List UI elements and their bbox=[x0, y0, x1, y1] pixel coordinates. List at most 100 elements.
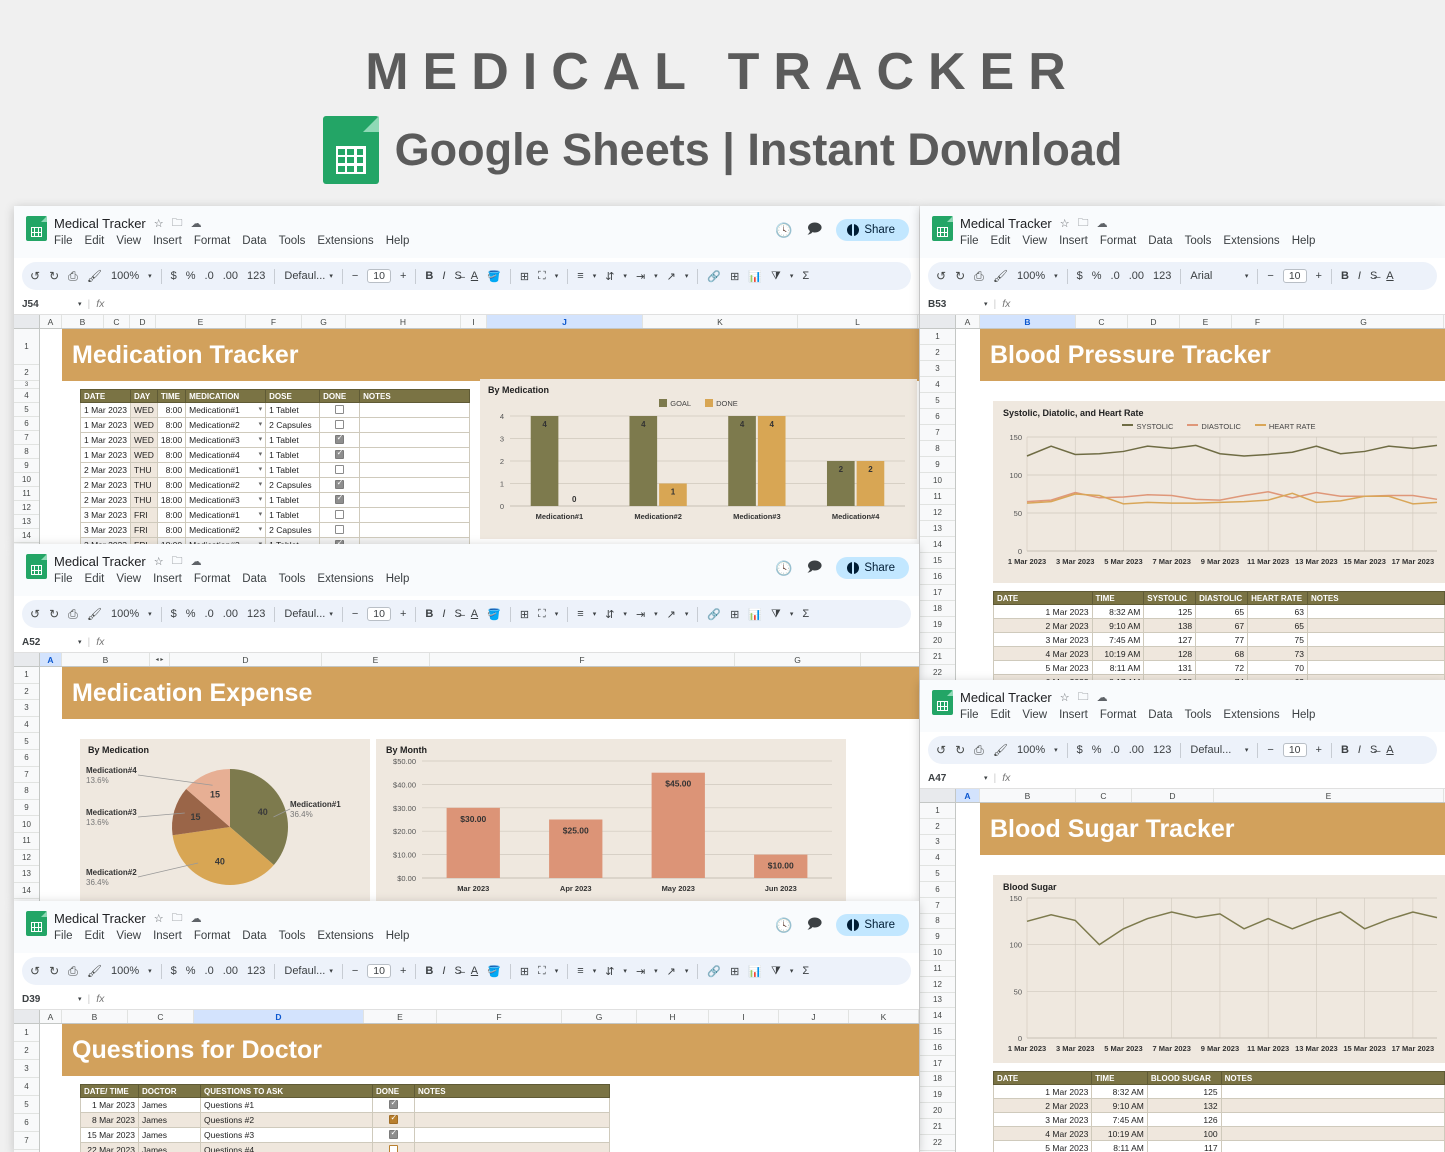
select-all-corner[interactable] bbox=[14, 315, 40, 328]
menu-format[interactable]: Format bbox=[193, 573, 231, 585]
zoom-level[interactable]: 100% bbox=[1016, 270, 1046, 282]
percent-format-button[interactable]: % bbox=[1091, 270, 1102, 282]
row-12[interactable]: 12 bbox=[920, 977, 955, 993]
col-B[interactable]: B bbox=[980, 315, 1076, 328]
col-F[interactable]: F bbox=[1232, 315, 1284, 328]
menu-view[interactable]: View bbox=[116, 930, 142, 942]
row-8[interactable]: 8 bbox=[920, 441, 955, 457]
select-all-corner[interactable] bbox=[14, 1010, 40, 1023]
version-history-icon[interactable]: 🕓 bbox=[775, 559, 793, 576]
table-row[interactable]: 4 Mar 2023 10:19 AM 100 bbox=[992, 1126, 1445, 1141]
col-E[interactable]: E bbox=[1180, 315, 1232, 328]
col-E[interactable]: E bbox=[322, 653, 430, 666]
menu-tools[interactable]: Tools bbox=[278, 235, 306, 247]
table-row[interactable]: 1 Mar 2023 WED 8:00 Medication#2 ▾ 2 Capsules bbox=[80, 417, 471, 433]
menu-view[interactable]: View bbox=[116, 235, 142, 247]
redo-icon[interactable]: ↻ bbox=[49, 269, 60, 283]
row-4[interactable]: 4 bbox=[14, 717, 39, 734]
font-size-input[interactable]: 10 bbox=[367, 607, 391, 621]
menu-format[interactable]: Format bbox=[1099, 235, 1137, 247]
increase-font-size-button[interactable]: + bbox=[399, 608, 407, 620]
chevron-down-icon[interactable]: ▾ bbox=[258, 526, 263, 533]
star-icon[interactable]: ☆ bbox=[1059, 217, 1070, 230]
font-size-input[interactable]: 10 bbox=[367, 964, 391, 978]
increase-font-size-button[interactable]: + bbox=[399, 965, 407, 977]
insert-comment-icon[interactable]: ⊞ bbox=[730, 270, 740, 283]
medication-dropdown-cell[interactable]: Medication#1 ▾ bbox=[185, 507, 267, 523]
menu-help[interactable]: Help bbox=[385, 930, 410, 942]
toolbar[interactable]: ↺ ↻ ⎙ 🖌 100% ▾ $ % .0 .00 123 Defaul... ▾ … bbox=[928, 736, 1437, 764]
menu-format[interactable]: Format bbox=[193, 930, 231, 942]
row-21[interactable]: 21 bbox=[920, 1119, 955, 1135]
row-17[interactable]: 17 bbox=[920, 585, 955, 601]
font-size-input[interactable]: 10 bbox=[367, 269, 391, 283]
filter-icon[interactable]: ⧩ bbox=[771, 607, 781, 620]
print-icon[interactable]: ⎙ bbox=[68, 268, 78, 283]
row-7[interactable]: 7 bbox=[920, 425, 955, 441]
menu-edit[interactable]: Edit bbox=[990, 235, 1011, 247]
menu-file[interactable]: File bbox=[960, 235, 979, 247]
medication-dropdown-cell[interactable]: Medication#3▾ bbox=[185, 432, 267, 448]
done-checkbox-cell[interactable] bbox=[319, 432, 361, 448]
col-I[interactable]: I bbox=[709, 1010, 779, 1023]
row-5[interactable]: 5 bbox=[14, 1096, 39, 1114]
row-6[interactable]: 6 bbox=[14, 1114, 39, 1132]
row-6[interactable]: 6 bbox=[920, 882, 955, 898]
toolbar[interactable]: ↺ ↻ ⎙ 🖌 100% ▾ $ % .0 .00 123 Defaul... ▾ … bbox=[22, 600, 911, 628]
merge-cells-icon[interactable]: ⛶ bbox=[538, 269, 546, 282]
col-L[interactable]: L bbox=[798, 315, 918, 328]
col-B[interactable]: B bbox=[980, 789, 1076, 802]
vertical-align-icon[interactable]: ⇵ bbox=[605, 965, 615, 978]
row-7[interactable]: 7 bbox=[920, 898, 955, 914]
increase-decimal-button[interactable]: .00 bbox=[222, 270, 239, 282]
row-1[interactable]: 1 bbox=[920, 803, 955, 819]
col-A[interactable]: A bbox=[956, 789, 980, 802]
bold-button[interactable]: B bbox=[425, 270, 434, 282]
table-row[interactable]: 4 Mar 2023 10:19 AM 128 68 73 bbox=[993, 646, 1445, 661]
chevron-down-icon[interactable]: ▾ bbox=[258, 406, 263, 413]
text-color-button[interactable]: A bbox=[1386, 744, 1394, 756]
table-row[interactable]: 3 Mar 2023 FRI 8:00 Medication#1 ▾ 1 Tablet bbox=[80, 507, 471, 523]
row-1[interactable]: 1 bbox=[920, 329, 955, 345]
horizontal-align-icon[interactable]: ≡ bbox=[577, 608, 584, 620]
italic-button[interactable]: I bbox=[442, 608, 446, 620]
italic-button[interactable]: I bbox=[1357, 744, 1361, 756]
zoom-level[interactable]: 100% bbox=[110, 270, 140, 282]
menu-file[interactable]: File bbox=[54, 930, 73, 942]
move-to-folder-icon[interactable]: 🗀 bbox=[171, 554, 183, 567]
row-2[interactable]: 2 bbox=[14, 365, 39, 381]
undo-icon[interactable]: ↺ bbox=[30, 607, 41, 621]
decrease-decimal-button[interactable]: .0 bbox=[204, 608, 214, 620]
checkbox-icon[interactable] bbox=[335, 478, 345, 489]
window-medication-expense[interactable]: Medical Tracker ☆ 🗀 ☁ File Edit View Ins… bbox=[14, 544, 919, 901]
questions-table[interactable]: DATE/ TIME DOCTOR QUESTIONS TO ASK DONE … bbox=[80, 1084, 610, 1152]
increase-font-size-button[interactable]: + bbox=[399, 270, 407, 282]
bold-button[interactable]: B bbox=[1340, 270, 1349, 282]
version-history-icon[interactable]: 🕓 bbox=[775, 221, 793, 238]
text-color-button[interactable]: A bbox=[470, 270, 479, 282]
blood-pressure-table[interactable]: DATE TIME SYSTOLIC DIASTOLIC HEART RATE … bbox=[993, 591, 1445, 684]
row-11[interactable]: 11 bbox=[14, 833, 39, 850]
done-checkbox-cell[interactable] bbox=[319, 447, 361, 463]
row-18[interactable]: 18 bbox=[920, 601, 955, 617]
done-checkbox-cell[interactable] bbox=[319, 492, 361, 508]
medication-dropdown-cell[interactable]: Medication#2 ▾ bbox=[185, 522, 267, 538]
currency-format-button[interactable]: $ bbox=[1076, 270, 1083, 282]
menu-extensions[interactable]: Extensions bbox=[317, 573, 374, 585]
paint-format-icon[interactable]: 🖌 bbox=[86, 269, 102, 283]
table-row[interactable]: 5 Mar 2023 8:11 AM 131 72 70 bbox=[993, 660, 1445, 675]
done-checkbox-cell[interactable] bbox=[319, 522, 361, 538]
table-row[interactable]: 1 Mar 2023 WED 8:00 Medication#1 ▾ 1 Tablet bbox=[80, 402, 471, 418]
row-11[interactable]: 11 bbox=[920, 961, 955, 977]
table-row[interactable]: 22 Mar 2023 James Questions #4 bbox=[80, 1142, 610, 1152]
row-9[interactable]: 9 bbox=[14, 800, 39, 817]
medication-dropdown-cell[interactable]: Medication#1 ▾ bbox=[185, 462, 267, 478]
row-10[interactable]: 10 bbox=[14, 473, 39, 487]
row-3[interactable]: 3 bbox=[920, 835, 955, 851]
window-blood-sugar-tracker[interactable]: Medical Tracker ☆ 🗀 ☁ File Edit View Ins… bbox=[920, 680, 1445, 1152]
col-E[interactable]: E bbox=[364, 1010, 437, 1023]
currency-format-button[interactable]: $ bbox=[170, 965, 177, 977]
font-family-select[interactable]: Defaul... ▾ bbox=[284, 270, 333, 282]
chart-blood-sugar[interactable]: Blood Sugar 0 50 100 150 1 Mar 2023 3 Mar 202… bbox=[993, 875, 1445, 1063]
